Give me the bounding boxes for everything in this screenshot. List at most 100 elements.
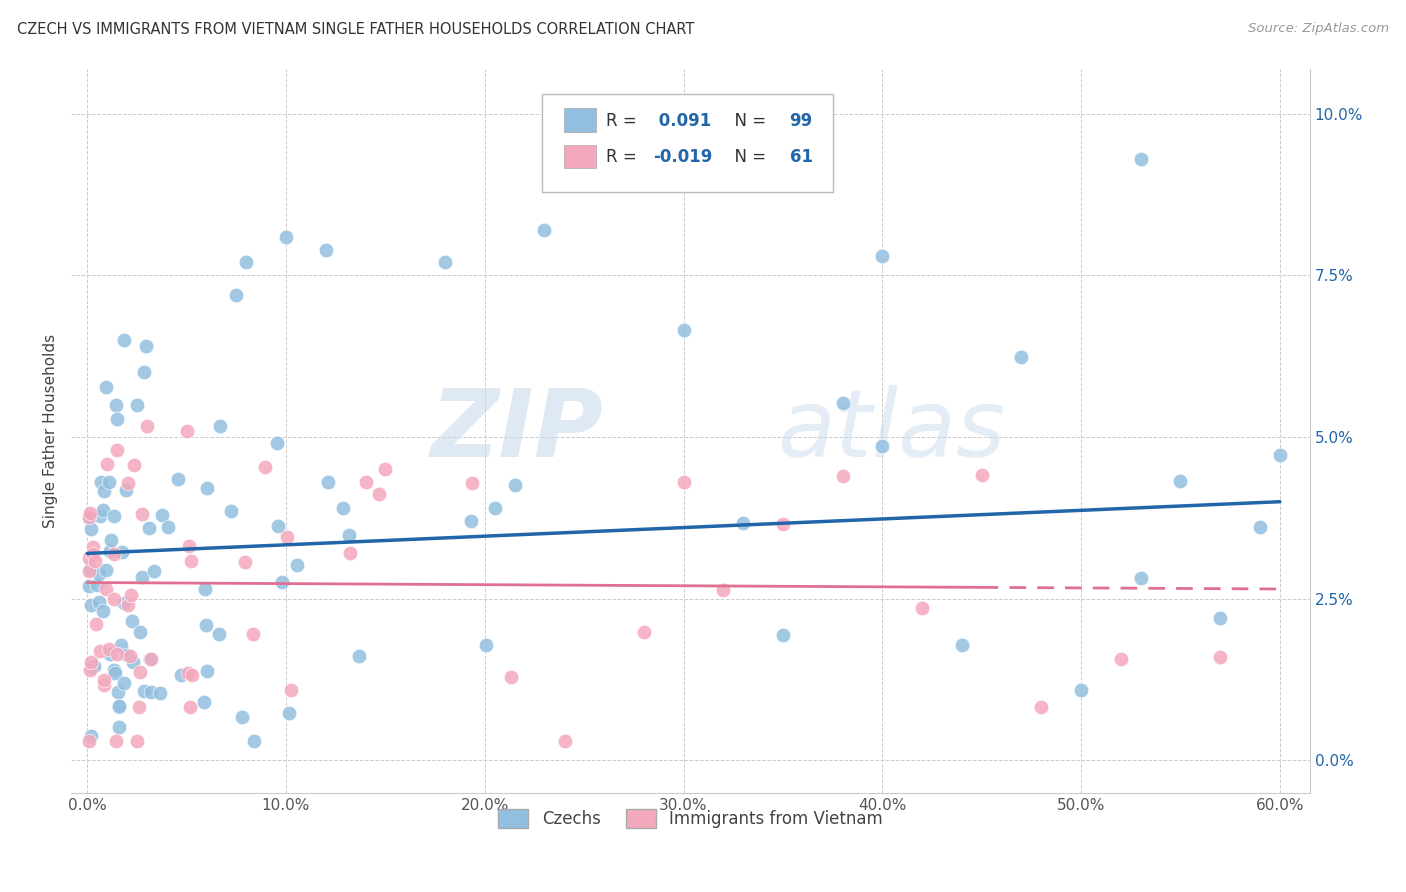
Point bbox=[125, 734, 148, 748]
Point bbox=[733, 516, 755, 530]
Point bbox=[315, 243, 337, 257]
Point bbox=[1170, 474, 1192, 488]
Point bbox=[274, 229, 297, 244]
Point bbox=[84, 617, 107, 632]
Point bbox=[103, 663, 125, 677]
Point bbox=[77, 734, 100, 748]
Point bbox=[672, 323, 695, 337]
Point bbox=[1268, 449, 1291, 463]
Point bbox=[114, 483, 136, 497]
Point bbox=[672, 475, 695, 490]
Point bbox=[77, 551, 100, 566]
Point bbox=[1249, 520, 1271, 534]
Point bbox=[285, 558, 308, 572]
Point bbox=[208, 627, 231, 641]
Point bbox=[111, 545, 134, 559]
Point bbox=[276, 530, 298, 544]
Point bbox=[970, 467, 993, 482]
Point bbox=[1070, 683, 1092, 698]
Point bbox=[195, 617, 218, 632]
Point bbox=[135, 339, 157, 353]
Point bbox=[121, 614, 143, 628]
Point bbox=[77, 511, 100, 525]
Point bbox=[83, 658, 105, 673]
Point bbox=[177, 539, 200, 553]
Point bbox=[79, 506, 101, 520]
Point bbox=[138, 521, 160, 535]
Point bbox=[157, 520, 180, 534]
Point bbox=[105, 412, 128, 426]
Point bbox=[79, 663, 101, 677]
Point bbox=[82, 547, 104, 561]
Point bbox=[1109, 652, 1132, 666]
Point bbox=[242, 734, 264, 748]
Point bbox=[112, 596, 135, 610]
Point bbox=[129, 625, 152, 640]
Point bbox=[461, 476, 484, 491]
Point bbox=[108, 698, 131, 713]
Text: R =: R = bbox=[606, 148, 643, 166]
Point bbox=[115, 648, 138, 662]
FancyBboxPatch shape bbox=[541, 94, 832, 192]
Point bbox=[96, 457, 118, 471]
Point bbox=[337, 527, 360, 541]
Point bbox=[105, 734, 128, 748]
Point bbox=[104, 398, 127, 412]
Point bbox=[266, 436, 288, 450]
Point bbox=[79, 562, 101, 576]
Point bbox=[131, 570, 153, 584]
Point bbox=[233, 555, 256, 569]
Point bbox=[118, 648, 141, 663]
Point bbox=[195, 664, 218, 678]
Point bbox=[131, 507, 153, 521]
Point bbox=[176, 424, 198, 438]
Point bbox=[533, 223, 555, 237]
Text: N =: N = bbox=[724, 148, 772, 166]
Point bbox=[112, 333, 135, 347]
Point bbox=[91, 503, 114, 517]
Point bbox=[121, 655, 143, 669]
Point bbox=[89, 566, 111, 581]
Point bbox=[93, 678, 115, 692]
Point bbox=[332, 501, 354, 516]
FancyBboxPatch shape bbox=[564, 108, 596, 131]
Point bbox=[831, 396, 853, 410]
Point bbox=[120, 587, 142, 601]
Point bbox=[77, 579, 100, 593]
Point bbox=[225, 288, 247, 302]
Point bbox=[141, 651, 163, 665]
Point bbox=[105, 648, 128, 662]
Point bbox=[633, 625, 655, 640]
Point bbox=[128, 700, 150, 714]
Point bbox=[872, 249, 894, 263]
Point bbox=[132, 684, 155, 698]
Point bbox=[93, 673, 115, 687]
Text: N =: N = bbox=[724, 112, 772, 129]
Point bbox=[170, 667, 193, 681]
Point bbox=[149, 685, 172, 699]
Point bbox=[772, 516, 794, 531]
Text: -0.019: -0.019 bbox=[654, 148, 713, 166]
Legend: Czechs, Immigrants from Vietnam: Czechs, Immigrants from Vietnam bbox=[492, 803, 889, 835]
Point bbox=[316, 475, 339, 490]
Point bbox=[98, 544, 121, 558]
Point bbox=[180, 667, 202, 681]
Point bbox=[100, 533, 122, 547]
Point bbox=[83, 554, 105, 568]
Point bbox=[176, 665, 198, 680]
Point bbox=[242, 626, 264, 640]
Point bbox=[94, 380, 117, 394]
Point bbox=[349, 648, 371, 663]
Point bbox=[1010, 350, 1032, 364]
Point bbox=[180, 554, 202, 568]
Point bbox=[117, 475, 139, 490]
Point bbox=[135, 419, 157, 434]
Text: 61: 61 bbox=[790, 148, 813, 166]
Point bbox=[195, 481, 218, 495]
Text: CZECH VS IMMIGRANTS FROM VIETNAM SINGLE FATHER HOUSEHOLDS CORRELATION CHART: CZECH VS IMMIGRANTS FROM VIETNAM SINGLE … bbox=[17, 22, 695, 37]
Point bbox=[152, 508, 174, 522]
Point bbox=[103, 509, 125, 524]
Text: 0.091: 0.091 bbox=[654, 112, 711, 129]
FancyBboxPatch shape bbox=[564, 145, 596, 168]
Point bbox=[193, 695, 215, 709]
